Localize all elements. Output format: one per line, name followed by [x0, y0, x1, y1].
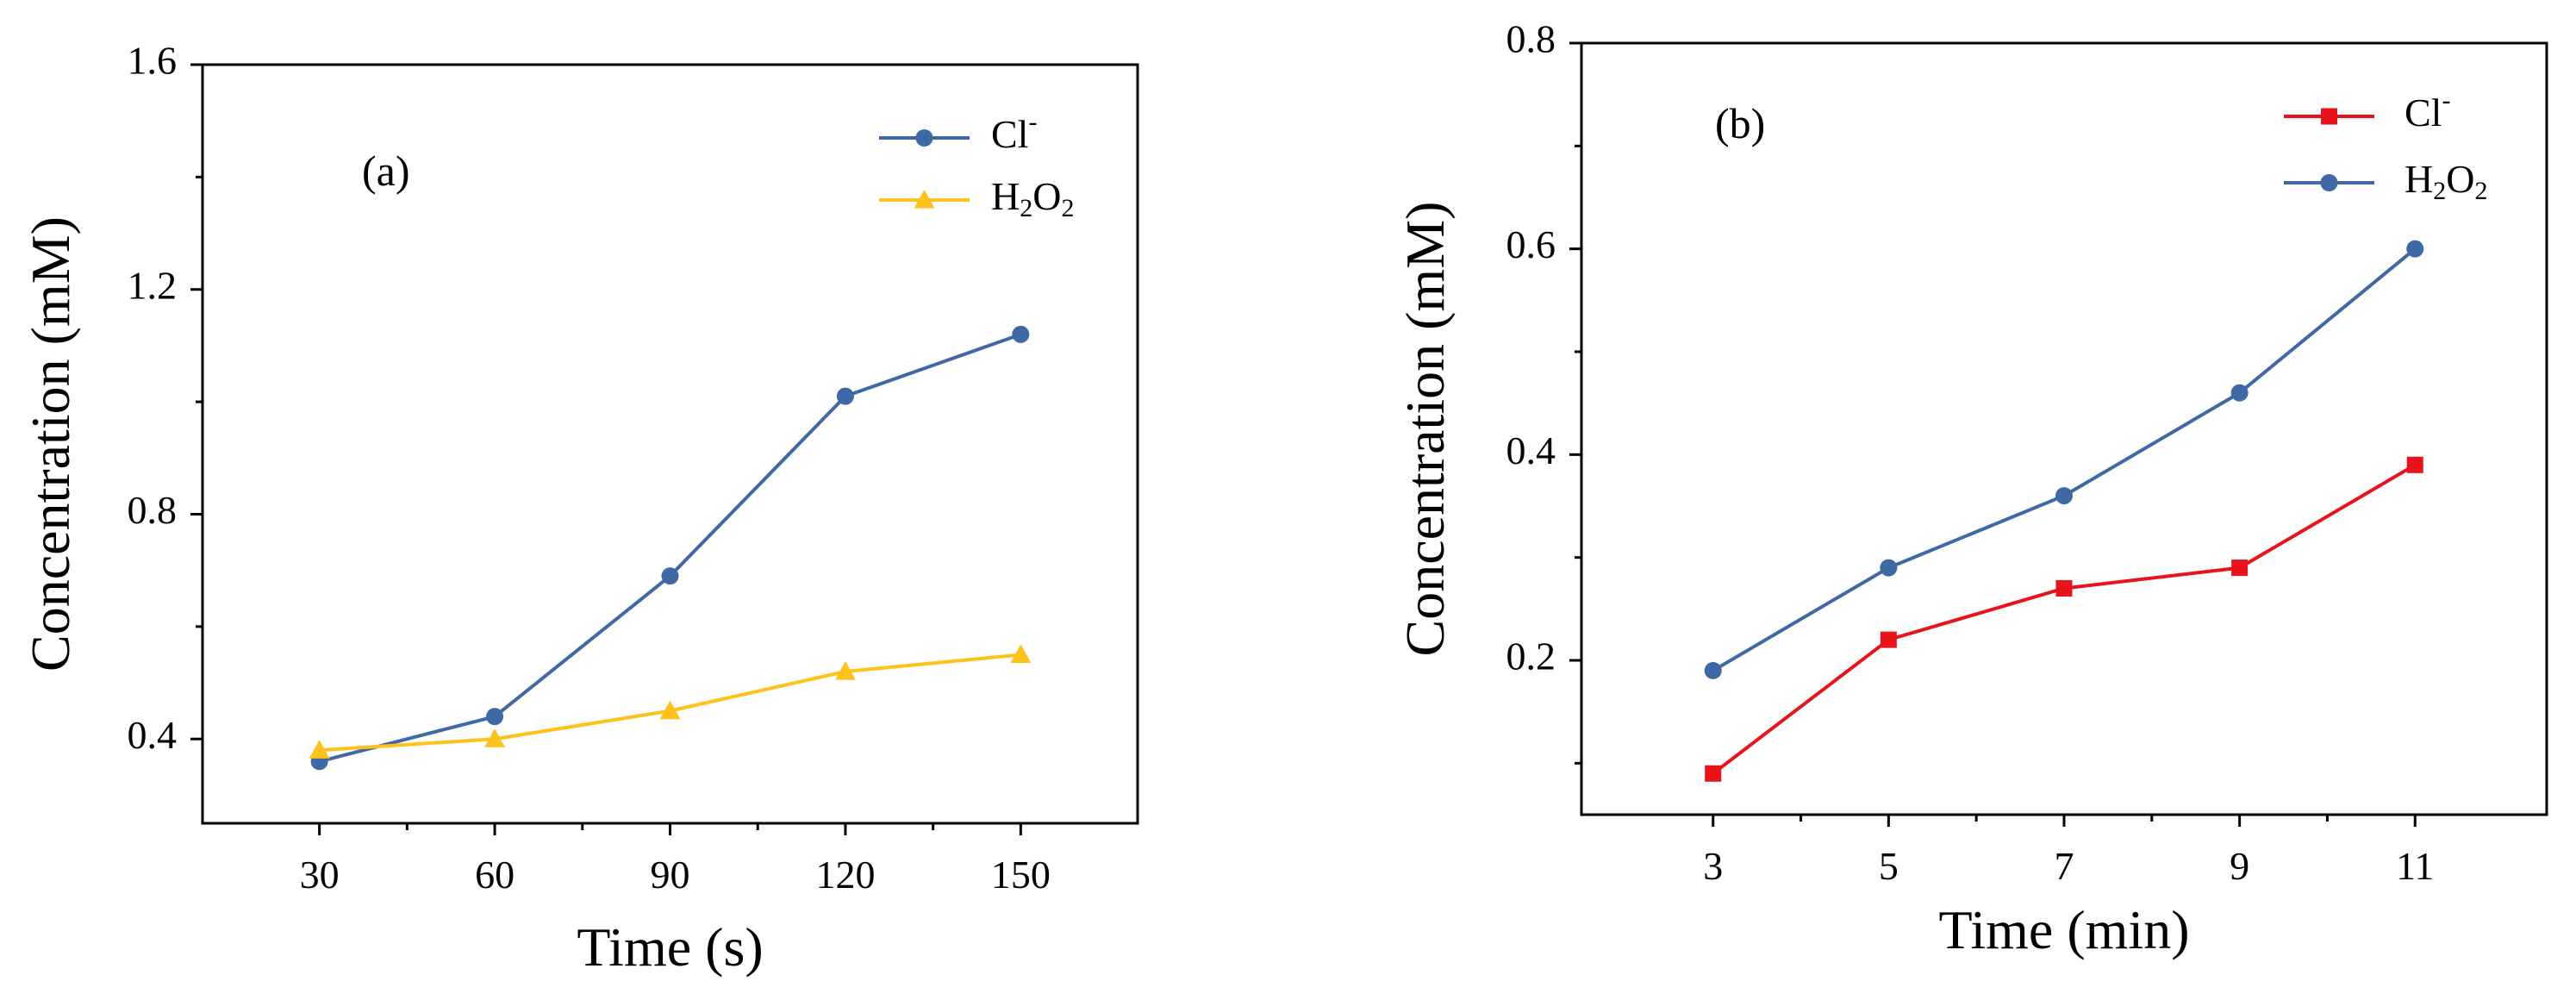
- data-point-series-1: [2230, 384, 2249, 402]
- data-point-series-1: [309, 740, 330, 759]
- panel-label: (b): [1715, 99, 1765, 147]
- y-tick-label: 0.4: [1506, 428, 1556, 472]
- legend-sub: 2: [1020, 194, 1032, 222]
- legend-marker-0: [2321, 108, 2337, 125]
- x-tick-label: 30: [300, 853, 340, 897]
- data-point-series-0: [1012, 325, 1030, 343]
- plot-frame: [1580, 41, 2548, 816]
- legend-label-0: Cl-: [2404, 86, 2450, 134]
- legend-sup: -: [2442, 86, 2450, 115]
- data-point-series-0: [2406, 456, 2423, 473]
- data-point-series-0: [1880, 631, 1897, 648]
- legend-marker-1: [2320, 174, 2338, 191]
- legend-name-tail: O: [2446, 157, 2474, 201]
- data-point-series-1: [1880, 559, 1898, 577]
- series-line-0: [1712, 463, 2417, 775]
- legend-name: Cl: [2404, 91, 2442, 134]
- x-tick-label: 90: [651, 853, 690, 897]
- x-tick-label: 60: [475, 853, 515, 897]
- legend-name: H: [991, 174, 1020, 218]
- series-line-0: [319, 333, 1022, 764]
- legend-name: Cl: [991, 112, 1028, 156]
- x-tick-label: 11: [2396, 844, 2434, 888]
- legend-sup: -: [1028, 108, 1037, 136]
- y-axis-title: Concentration (mM): [20, 216, 81, 672]
- data-point-series-0: [486, 708, 504, 726]
- data-point-series-0: [2055, 579, 2073, 597]
- x-tick-label: 5: [1879, 844, 1899, 888]
- y-tick-label: 1.6: [128, 39, 178, 83]
- x-tick-label: 7: [2055, 844, 2074, 888]
- chart-panel-b: 3 5 7 9 11 0.2 0.4 0.6 0.8 Time (min) Concentratio…: [1394, 17, 2548, 960]
- legend-marker-1: [914, 190, 935, 209]
- data-point-series-1: [1010, 644, 1032, 664]
- y-tick-label: 0.4: [128, 713, 178, 757]
- legend-label-1: H2O2: [2404, 157, 2487, 205]
- legend-name-tail: O: [1032, 174, 1061, 218]
- data-point-series-0: [836, 387, 854, 405]
- x-axis-title: Time (min): [1939, 899, 2190, 960]
- legend-label-0: Cl-: [991, 108, 1037, 156]
- x-tick-label: 120: [815, 853, 875, 897]
- x-tick-label: 150: [991, 853, 1051, 897]
- series-line-1: [1712, 247, 2417, 672]
- legend-sub-2: 2: [2474, 177, 2487, 205]
- x-axis-title: Time (s): [577, 916, 763, 978]
- legend-name: H: [2404, 157, 2433, 201]
- data-point-series-0: [661, 567, 679, 585]
- legend-sub: 2: [2433, 177, 2446, 205]
- data-point-series-0: [2231, 559, 2249, 577]
- data-point-series-0: [1705, 765, 1722, 782]
- data-point-series-1: [484, 728, 506, 747]
- x-tick-label: 9: [2230, 844, 2249, 888]
- data-point-series-1: [2406, 240, 2424, 258]
- data-point-series-1: [2055, 487, 2073, 505]
- legend-sub-2: 2: [1061, 194, 1074, 222]
- legend-label-1: H2O2: [991, 174, 1074, 222]
- y-tick-label: 0.2: [1506, 634, 1556, 678]
- data-point-series-1: [659, 700, 681, 720]
- y-tick-label: 0.6: [1506, 222, 1556, 266]
- legend-marker-0: [915, 129, 933, 147]
- y-tick-label: 1.2: [128, 263, 178, 307]
- y-tick-label: 0.8: [128, 488, 178, 532]
- y-axis-title: Concentration (mM): [1394, 202, 1456, 657]
- x-tick-label: 3: [1703, 844, 1723, 888]
- y-tick-label: 0.8: [1506, 17, 1556, 61]
- data-point-series-1: [1704, 661, 1722, 679]
- panel-label: (a): [362, 147, 410, 195]
- data-point-series-1: [834, 661, 856, 680]
- chart-panel-a: 30 60 90 120 150 0.4 0.8 1.2 1.6 Time (s) Concentr…: [20, 39, 1139, 978]
